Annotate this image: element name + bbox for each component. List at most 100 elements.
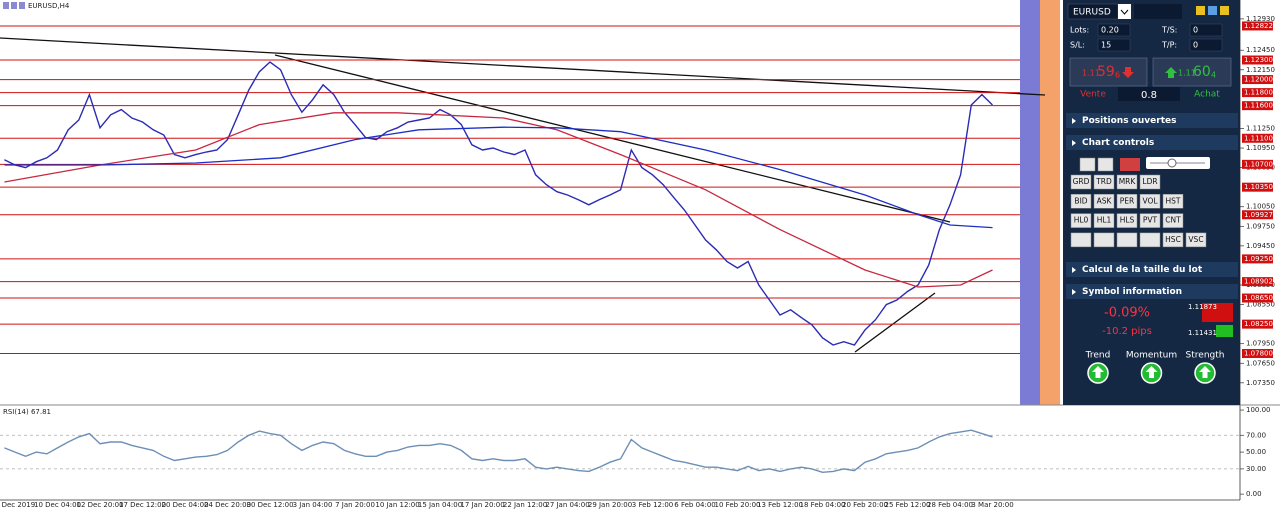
icon-button[interactable] <box>1120 158 1140 171</box>
field-input[interactable] <box>1097 38 1131 52</box>
field-input[interactable] <box>1189 38 1223 52</box>
icon-button[interactable] <box>1070 232 1092 248</box>
field-input[interactable] <box>1189 23 1223 37</box>
control-label[interactable]: PVT <box>1143 216 1158 225</box>
y-tick-label: 50.00 <box>1246 448 1266 456</box>
section-title: Positions ouvertes <box>1082 116 1176 126</box>
control-label[interactable]: LDR <box>1142 177 1157 186</box>
icon-button[interactable] <box>1139 232 1161 248</box>
level-label-bg <box>1242 277 1273 287</box>
y-tick-label: 1.08550 <box>1246 301 1275 309</box>
rsi-title: RSI(14) 67.81 <box>3 408 51 416</box>
control-button[interactable] <box>1093 194 1115 209</box>
icon <box>11 2 17 9</box>
stripe-orange <box>1040 0 1060 405</box>
spread-box <box>1118 87 1180 101</box>
level-label-bg <box>1242 21 1273 31</box>
control-button[interactable] <box>1116 213 1138 228</box>
control-label[interactable]: BID <box>1074 196 1087 205</box>
section-header[interactable] <box>1066 135 1238 150</box>
section-arrow <box>1072 267 1076 273</box>
icon-button[interactable] <box>1116 232 1138 248</box>
y-tick-label: 1.07350 <box>1246 379 1275 387</box>
level-label: 1.11100 <box>1244 134 1273 142</box>
icon-button[interactable] <box>1196 6 1205 15</box>
price-action-label[interactable]: Achat <box>1194 90 1220 100</box>
control-button[interactable] <box>1070 194 1092 209</box>
section-arrow <box>1072 140 1076 146</box>
x-tick-label: 18 Feb 04:00 <box>800 501 846 509</box>
x-tick-label: 3 Jan 04:00 <box>293 501 333 509</box>
x-tick-label: 10 Feb 20:00 <box>715 501 761 509</box>
level-label: 1.10350 <box>1244 183 1273 191</box>
field-input[interactable] <box>1097 23 1131 37</box>
level-label: 1.07800 <box>1244 349 1273 357</box>
icon-button[interactable] <box>1208 6 1217 15</box>
level-label: 1.08250 <box>1244 320 1273 328</box>
control-button[interactable] <box>1162 213 1184 228</box>
control-button[interactable] <box>1162 232 1184 248</box>
level-label: 1.11600 <box>1244 102 1273 110</box>
control-button[interactable] <box>1185 232 1207 248</box>
slider-knob[interactable] <box>1167 158 1177 168</box>
control-label[interactable]: ASK <box>1097 196 1113 205</box>
level-label-bg <box>1242 75 1273 85</box>
control-button[interactable] <box>1162 194 1184 209</box>
control-label[interactable]: HLS <box>1120 216 1135 225</box>
control-label[interactable]: PER <box>1120 196 1134 205</box>
control-label[interactable]: VSC <box>1188 235 1203 244</box>
section-header[interactable] <box>1066 284 1238 299</box>
indicator-arrow <box>1145 366 1158 378</box>
price-action-label[interactable]: Vente <box>1080 90 1106 100</box>
x-tick-label: 17 Jan 20:00 <box>460 501 504 509</box>
control-label[interactable]: TRD <box>1095 177 1112 186</box>
symbol-dropdown[interactable] <box>1118 4 1131 19</box>
section-header[interactable] <box>1066 262 1238 277</box>
control-label[interactable]: VOL <box>1142 196 1158 205</box>
y-tick-label: 1.10950 <box>1246 144 1275 152</box>
indicator-arrow <box>1199 366 1211 378</box>
control-label[interactable]: GRD <box>1073 177 1090 186</box>
x-tick-label: 24 Dec 20:00 <box>204 501 251 509</box>
control-button[interactable] <box>1139 174 1161 190</box>
control-button[interactable] <box>1139 213 1161 228</box>
icon-button[interactable] <box>1093 232 1115 248</box>
sell-button[interactable] <box>1069 57 1148 87</box>
control-button[interactable] <box>1070 174 1092 190</box>
control-label[interactable]: HSC <box>1165 235 1181 244</box>
control-button[interactable] <box>1070 213 1092 228</box>
level-label-bg <box>1242 55 1273 65</box>
x-tick-label: 20 Dec 04:00 <box>161 501 208 509</box>
x-tick-label: 17 Dec 12:00 <box>119 501 166 509</box>
control-button[interactable] <box>1093 213 1115 228</box>
control-button[interactable] <box>1139 194 1161 209</box>
control-label[interactable]: CNT <box>1165 216 1181 225</box>
control-button[interactable] <box>1093 174 1115 190</box>
control-label[interactable]: HL0 <box>1074 216 1089 225</box>
change-percent: -0.09% <box>1104 306 1150 321</box>
series-line <box>4 112 993 288</box>
field-value: 15 <box>1101 41 1111 50</box>
icon-button[interactable] <box>1097 157 1114 172</box>
control-label[interactable]: HST <box>1166 196 1181 205</box>
icon-button[interactable] <box>1079 157 1096 172</box>
y-tick-label: 0.00 <box>1246 490 1262 498</box>
control-label[interactable]: MRK <box>1119 177 1137 186</box>
x-tick-label: 15 Jan 04:00 <box>418 501 462 509</box>
section-arrow <box>1072 289 1076 295</box>
x-tick-label: 30 Dec 12:00 <box>246 501 293 509</box>
control-button[interactable] <box>1116 174 1138 190</box>
section-header[interactable] <box>1066 113 1238 128</box>
level-label: 1.08902 <box>1244 278 1273 286</box>
control-label[interactable]: HL1 <box>1097 216 1112 225</box>
level-label: 1.10700 <box>1244 160 1273 168</box>
x-tick-label: 10 Jan 12:00 <box>375 501 419 509</box>
field-label: T/P: <box>1161 41 1177 50</box>
control-button[interactable] <box>1116 194 1138 209</box>
field-label: T/S: <box>1161 26 1177 35</box>
high-swatch <box>1202 303 1233 322</box>
price-prefix: 1.11 <box>1082 69 1100 78</box>
icon-button[interactable] <box>1220 6 1229 15</box>
level-label-bg <box>1242 319 1273 329</box>
